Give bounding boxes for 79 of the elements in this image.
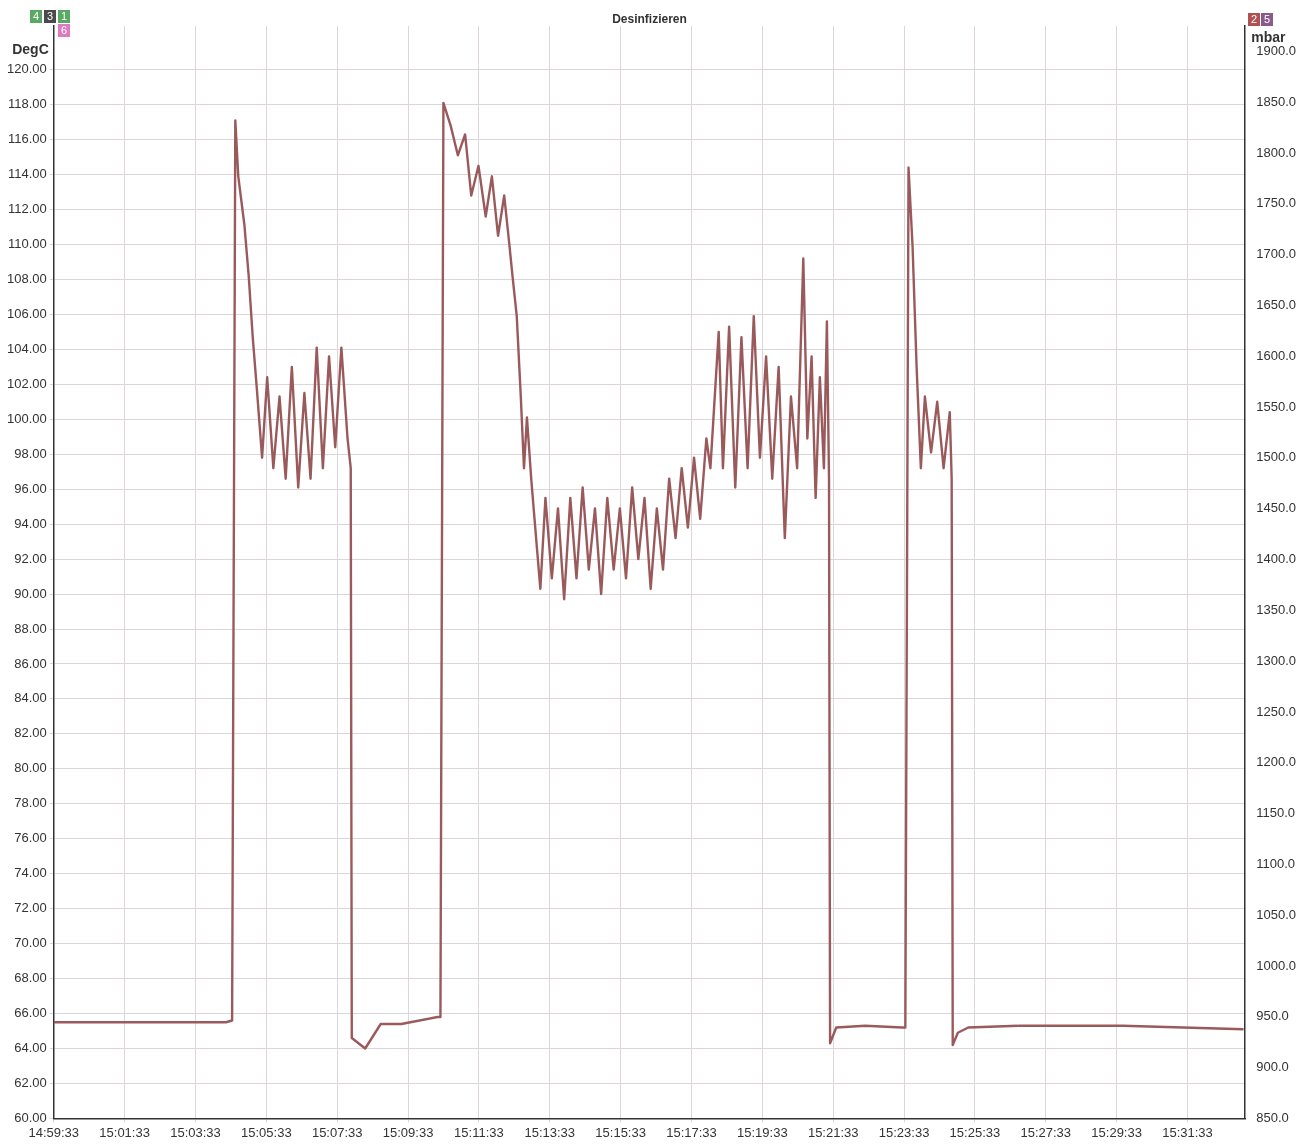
y-tick-label: 114.00 [7, 166, 47, 182]
x-tick-label: 15:05:33 [241, 1124, 292, 1140]
x-tick-label: 15:21:33 [807, 1124, 859, 1140]
y2-tick-label: 1350.0 [1256, 601, 1296, 617]
y2-tick-label: 1550.0 [1256, 398, 1296, 414]
y-tick-label: 104.00 [7, 340, 47, 356]
y2-tick-label: 950.0 [1256, 1008, 1289, 1024]
y2-tick-label: 1500.0 [1256, 449, 1296, 465]
y2-tick-label: 1600.0 [1256, 347, 1296, 363]
y2-tick-label: 1300.0 [1256, 652, 1296, 668]
text: 4 [30, 10, 43, 23]
x-tick-label: 15:07:33 [311, 1124, 363, 1140]
y-tick-label: 102.00 [7, 375, 47, 391]
y-tick-label: 110.00 [7, 236, 47, 252]
y2-tick-label: 900.0 [1256, 1059, 1289, 1075]
y-tick-label: 74.00 [14, 865, 47, 881]
x-tick-label: 15:19:33 [737, 1124, 788, 1140]
y-tick-label: 106.00 [7, 305, 47, 321]
x-tick-label: 15:15:33 [595, 1124, 646, 1140]
y-tick-label: 62.00 [14, 1075, 47, 1091]
y-tick-label: 76.00 [14, 830, 47, 846]
y2-tick-label: 1450.0 [1256, 500, 1296, 516]
x-tick-label: 14:59:33 [28, 1124, 80, 1140]
x-tick-label: 15:27:33 [1020, 1124, 1072, 1140]
y-tick-label: 82.00 [14, 725, 47, 741]
x-tick-label: 15:25:33 [949, 1124, 1001, 1140]
y-tick-label: 118.00 [7, 96, 47, 112]
y-tick-label: 120.00 [7, 61, 47, 77]
y-tick-label: 78.00 [14, 795, 47, 811]
x-tick-label: 15:03:33 [170, 1124, 221, 1140]
y-tick-label: 98.00 [14, 445, 47, 461]
y-tick-label: 92.00 [14, 550, 47, 566]
y2-tick-label: 1150.0 [1256, 805, 1296, 821]
x-tick-label: 15:31:33 [1162, 1124, 1213, 1140]
y-tick-label: 64.00 [14, 1040, 47, 1056]
y-tick-label: 84.00 [14, 690, 47, 706]
y-tick-label: 86.00 [14, 655, 47, 671]
x-tick-label: 15:09:33 [382, 1124, 434, 1140]
y2-tick-label: 1900.0 [1256, 42, 1296, 58]
text: 5 [1261, 13, 1274, 26]
x-tick-label: 15:23:33 [878, 1124, 930, 1140]
y2-tick-label: 1050.0 [1256, 906, 1296, 922]
y2-tick-label: 1800.0 [1256, 144, 1296, 160]
x-tick-label: 15:13:33 [524, 1124, 576, 1140]
y2-tick-label: 1700.0 [1256, 246, 1296, 262]
y-tick-label: 72.00 [14, 900, 47, 916]
y-tick-label: 60.00 [14, 1109, 47, 1125]
x-tick-label: 15:17:33 [666, 1124, 717, 1140]
y2-tick-label: 1750.0 [1256, 195, 1296, 211]
y-tick-label: 90.00 [14, 585, 47, 601]
y2-tick-label: 1850.0 [1256, 93, 1296, 109]
y2-tick-label: 1250.0 [1256, 703, 1296, 719]
x-tick-label: 15:29:33 [1091, 1124, 1142, 1140]
y2-tick-label: 1000.0 [1256, 957, 1296, 973]
x-tick-label: 15:11:33 [454, 1124, 504, 1140]
y-tick-label: 94.00 [14, 515, 47, 531]
y-tick-label: 88.00 [14, 620, 47, 636]
y-tick-label: 100.00 [7, 410, 47, 426]
y-tick-label: 112.00 [7, 201, 47, 217]
y2-tick-label: 1200.0 [1256, 754, 1296, 770]
y-tick-label: 96.00 [14, 480, 47, 496]
y-axis-title: DegC [12, 40, 49, 57]
y-tick-label: 116.00 [7, 131, 47, 147]
y2-tick-label: 1650.0 [1256, 297, 1296, 313]
chart-title: Desinfizieren [612, 12, 687, 27]
y2-tick-label: 1400.0 [1256, 551, 1296, 567]
y-tick-label: 66.00 [14, 1005, 47, 1021]
y-tick-label: 70.00 [14, 935, 47, 951]
x-tick-label: 15:01:33 [99, 1124, 150, 1140]
y-tick-label: 108.00 [7, 271, 47, 287]
y2-tick-label: 850.0 [1256, 1109, 1289, 1125]
y2-axis-title: mbar [1251, 28, 1287, 45]
annotation: 6 [58, 24, 71, 37]
text: 1 [58, 10, 71, 23]
text: 3 [44, 10, 57, 23]
y-tick-label: 80.00 [14, 760, 47, 776]
y2-tick-label: 1100.0 [1256, 855, 1296, 871]
text: 2 [1248, 13, 1261, 26]
y-tick-label: 68.00 [14, 970, 47, 986]
